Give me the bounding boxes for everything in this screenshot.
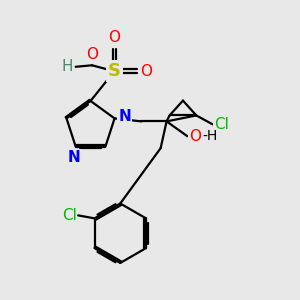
Text: O: O <box>189 129 201 144</box>
Text: O: O <box>86 47 98 62</box>
Text: Cl: Cl <box>214 117 229 132</box>
Text: Cl: Cl <box>62 208 77 223</box>
Text: -H: -H <box>203 129 218 143</box>
Text: O: O <box>108 30 120 45</box>
Text: O: O <box>140 64 152 79</box>
Text: N: N <box>68 150 81 165</box>
Text: H: H <box>61 59 73 74</box>
Text: N: N <box>118 110 131 124</box>
Text: S: S <box>108 62 121 80</box>
